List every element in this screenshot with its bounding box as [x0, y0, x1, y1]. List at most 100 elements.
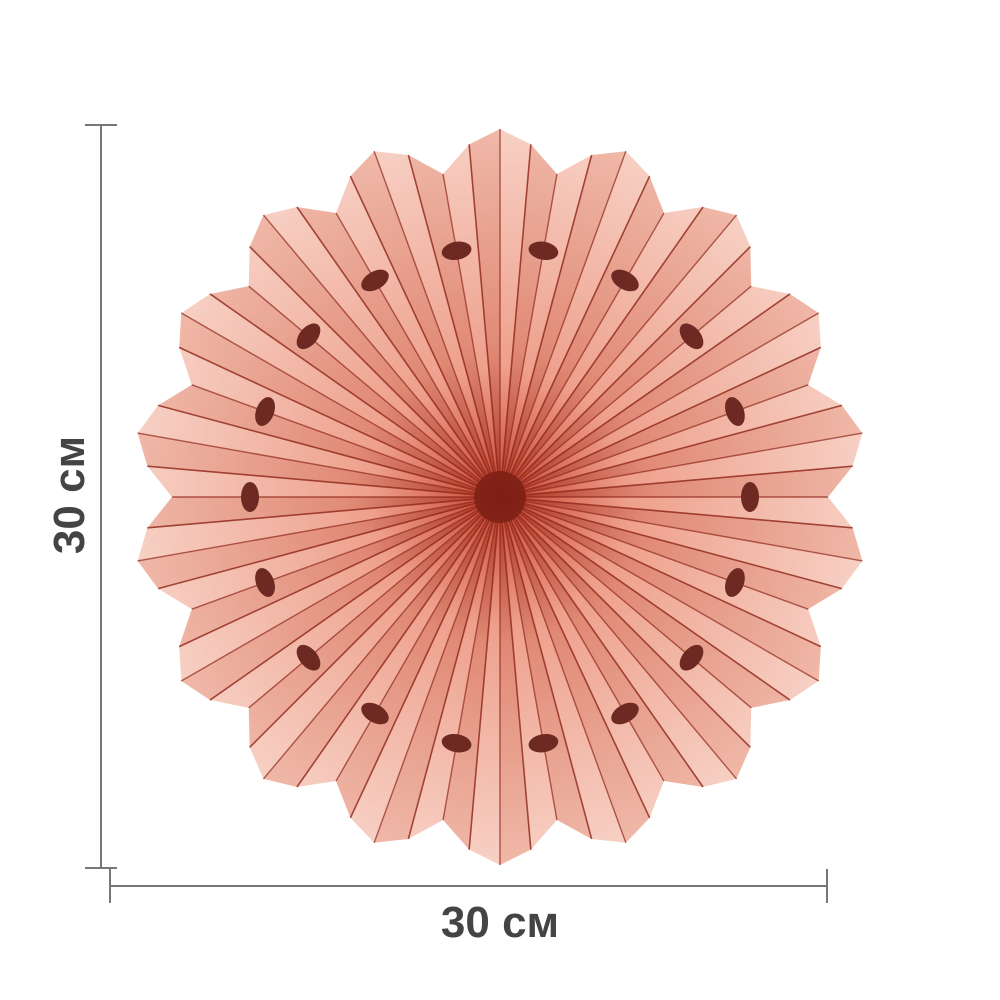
fold-line: [499, 246, 751, 498]
fold-line: [499, 154, 593, 498]
width-label: 30 см: [440, 898, 560, 947]
cutout-hole: [679, 644, 704, 671]
fold-line: [499, 346, 822, 498]
fold-line: [407, 154, 501, 498]
fan-pleat: [500, 497, 819, 701]
fold-line: [349, 496, 501, 819]
fan-pleat: [500, 497, 751, 779]
fold-line: [296, 206, 501, 498]
fold-line: [499, 384, 809, 498]
fold-line: [499, 312, 820, 498]
fold-line: [499, 206, 704, 498]
fold-line: [335, 212, 501, 498]
fold-line: [499, 496, 532, 850]
fan-pleat: [500, 497, 853, 528]
cutout-hole: [361, 702, 389, 725]
fold-line: [499, 465, 853, 498]
fan-pleat: [443, 144, 500, 497]
fold-line: [249, 496, 501, 748]
fan-pleat: [249, 497, 500, 779]
fan-pleat: [263, 497, 500, 787]
fan-pleat: [500, 497, 557, 850]
fan-pleat: [443, 497, 500, 850]
fold-line: [191, 496, 501, 610]
fan-pleat: [500, 497, 650, 843]
fold-line: [209, 293, 501, 498]
fan-pleat: [500, 176, 664, 497]
fold-line: [499, 496, 651, 819]
fan-pleat: [500, 497, 737, 787]
cutout-hole: [725, 568, 745, 597]
fold-line: [499, 496, 853, 529]
fan-pleat: [263, 207, 500, 497]
fold-line: [407, 496, 501, 840]
cutout-hole: [296, 644, 321, 671]
fold-line: [499, 404, 843, 498]
fan-pleat: [500, 497, 790, 708]
fold-line: [442, 496, 501, 821]
fold-line: [178, 346, 501, 498]
fan-pleat: [500, 207, 737, 497]
fold-line: [373, 496, 501, 844]
fold-line: [349, 175, 501, 498]
cutout-hole: [255, 568, 275, 597]
fold-line: [249, 246, 501, 498]
fan-pleat: [350, 497, 500, 843]
fan-pleat: [500, 293, 819, 497]
fold-line: [499, 496, 665, 782]
cutout-hole: [528, 241, 559, 261]
fold-line: [248, 285, 501, 498]
cutout-hole: [241, 482, 259, 512]
fold-line: [499, 144, 532, 498]
fold-line: [499, 496, 752, 709]
fan-pleat: [500, 497, 842, 610]
fold-line: [499, 496, 863, 562]
cutout-hole: [679, 323, 704, 350]
fold-line: [499, 432, 863, 498]
fold-line: [248, 496, 501, 709]
cutout-hole: [441, 733, 472, 753]
fold-line: [468, 144, 501, 498]
fold-line: [191, 384, 501, 498]
fold-line: [499, 285, 752, 498]
fan-pleat: [500, 384, 842, 497]
cutout-hole: [296, 323, 321, 350]
cutout-hole: [361, 269, 389, 292]
cutout-hole: [611, 269, 639, 292]
fan-pleat: [181, 293, 500, 497]
fold-line: [499, 496, 751, 748]
fold-line: [499, 293, 791, 498]
fan-pleat: [350, 151, 500, 497]
height-label: 30 см: [45, 435, 94, 555]
cutout-hole: [255, 397, 275, 426]
cutout-hole: [725, 397, 745, 426]
fold-line: [499, 496, 627, 844]
fold-line: [442, 173, 501, 498]
fold-line: [147, 465, 501, 498]
fold-line: [137, 496, 501, 562]
fan-pleat: [181, 497, 500, 701]
fold-line: [157, 404, 501, 498]
fold-line: [499, 496, 843, 590]
fold-line: [499, 175, 651, 498]
fan-pleat: [500, 286, 790, 497]
fold-line: [296, 496, 501, 788]
cutout-hole: [611, 702, 639, 725]
fold-line: [499, 212, 665, 498]
fan-pleat: [249, 215, 500, 497]
fold-line: [499, 496, 820, 682]
fold-line: [262, 214, 501, 498]
fold-line: [147, 496, 501, 529]
fold-line: [499, 496, 822, 648]
cutout-hole: [741, 482, 759, 512]
fold-line: [499, 496, 809, 610]
fan-pleat: [500, 144, 557, 497]
fold-line: [499, 150, 627, 498]
fan-pleat: [137, 497, 500, 589]
fan-pleat: [500, 151, 650, 497]
fold-line: [499, 496, 558, 821]
fold-line: [373, 150, 501, 498]
fan-pleat: [500, 497, 664, 818]
